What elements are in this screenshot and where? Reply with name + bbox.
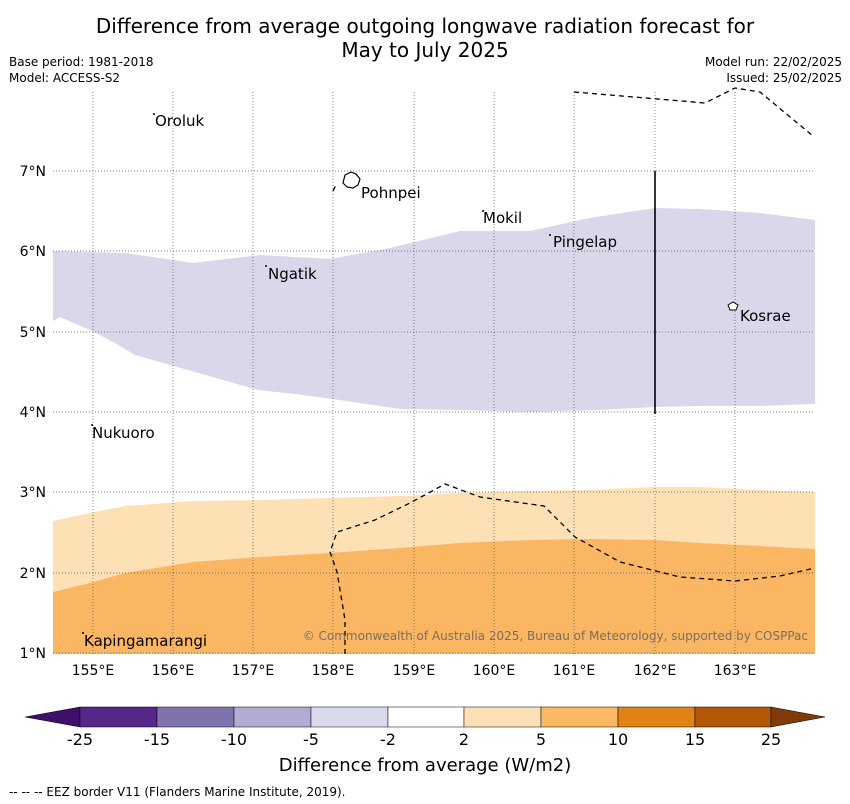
colorbar-bin [79, 706, 158, 728]
colorbar-bin [233, 706, 312, 728]
lat-tick-label: 7°N [20, 164, 46, 180]
lat-tick-label: 6°N [20, 244, 46, 260]
issued-date: Issued: 25/02/2025 [726, 71, 842, 85]
kosrae-island-icon [727, 301, 739, 311]
colorbar-tick-label: -25 [67, 730, 93, 749]
base-period: Base period: 1981-2018 [9, 55, 154, 69]
eez-border [329, 87, 816, 654]
pohnpei-island-icon [342, 171, 361, 189]
title-line-1: Difference from average outgoing longwav… [95, 14, 755, 38]
lat-tick-label: 1°N [20, 646, 46, 662]
colorbar-bin [156, 706, 235, 728]
colorbar-tick-label: 25 [761, 730, 781, 749]
copyright-notice: © Commonwealth of Australia 2025, Bureau… [302, 629, 808, 643]
colorbar-tick-label: 15 [685, 730, 705, 749]
lon-tick-label: 158°E [312, 663, 355, 679]
colorbar-bin [310, 706, 389, 728]
title-line-2: May to July 2025 [341, 38, 509, 62]
lon-tick-label: 156°E [152, 663, 195, 679]
colorbar-tick-label: 5 [536, 730, 546, 749]
model-run: Model run: 22/02/2025 [704, 55, 842, 69]
lon-tick-label: 157°E [232, 663, 275, 679]
place-kosrae: Kosrae [740, 307, 791, 325]
colorbar: -25 -15 -10 -5 -2 2 5 10 15 25 [24, 706, 826, 749]
place-pohnpei: Pohnpei [361, 184, 421, 202]
eez-footnote: -- -- -- EEZ border V11 (Flanders Marine… [9, 785, 346, 799]
lon-tick-label: 163°E [714, 663, 757, 679]
colorbar-bin [540, 706, 619, 728]
lon-tick-label: 162°E [634, 663, 677, 679]
region-mid-orange [53, 539, 815, 654]
lat-tick-label: 3°N [20, 485, 46, 501]
region-light-purple [53, 208, 815, 412]
place-nukuoro: Nukuoro [92, 424, 155, 442]
lat-tick-label: 5°N [20, 325, 46, 341]
lat-tick-label: 2°N [20, 566, 46, 582]
colorbar-title: Difference from average (W/m2) [278, 755, 572, 776]
place-oroluk: Oroluk [155, 112, 204, 130]
lon-tick-label: 161°E [553, 663, 596, 679]
place-mokil: Mokil [483, 209, 522, 227]
colorbar-bin [387, 706, 465, 728]
lat-tick-label: 4°N [20, 405, 46, 421]
lon-tick-label: 159°E [393, 663, 436, 679]
gridlines [53, 92, 815, 654]
lon-tick-label: 155°E [72, 663, 115, 679]
place-pingelap: Pingelap [553, 233, 617, 251]
atoll-markers [82, 113, 551, 634]
colorbar-low-arrow [24, 706, 81, 728]
lon-tick-label: 160°E [473, 663, 516, 679]
place-ngatik: Ngatik [268, 265, 317, 283]
longitude-labels: 155°E 156°E 157°E 158°E 159°E 160°E 161°… [72, 663, 757, 679]
colorbar-tick-label: 2 [459, 730, 469, 749]
latitude-labels: 7°N 6°N 5°N 4°N 3°N 2°N 1°N [20, 164, 46, 662]
colorbar-tick-label: -15 [144, 730, 170, 749]
colorbar-bin [617, 706, 696, 728]
colorbar-tick-label: -10 [221, 730, 247, 749]
colorbar-tick-label: 10 [608, 730, 628, 749]
colorbar-tick-label: -5 [303, 730, 319, 749]
model-name: Model: ACCESS-S2 [9, 71, 121, 85]
colorbar-bin [463, 706, 542, 728]
colorbar-tick-label: -2 [380, 730, 396, 749]
chart-title: Difference from average outgoing longwav… [0, 14, 850, 62]
place-labels: Oroluk Pohnpei Mokil Pingelap Ngatik Kos… [84, 112, 791, 650]
place-kapingamarangi: Kapingamarangi [84, 632, 207, 650]
colorbar-bin [694, 706, 772, 728]
colorbar-high-arrow [770, 706, 826, 728]
